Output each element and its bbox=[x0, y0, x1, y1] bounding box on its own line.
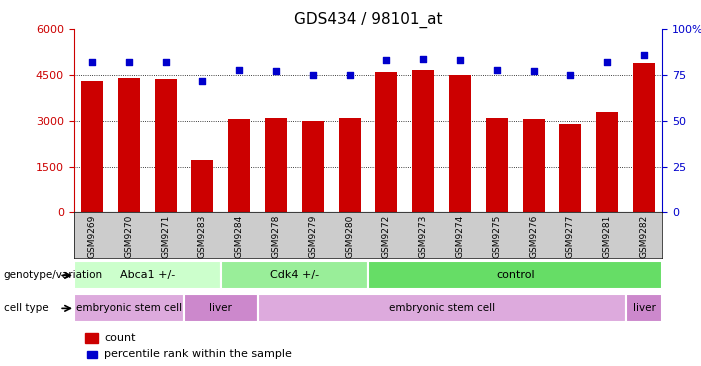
Text: liver: liver bbox=[210, 303, 232, 313]
Bar bbox=[412, 70, 434, 212]
Bar bbox=[74, 261, 221, 290]
Bar bbox=[118, 78, 139, 212]
Text: genotype/variation: genotype/variation bbox=[4, 270, 102, 280]
Point bbox=[160, 59, 171, 65]
Bar bbox=[633, 63, 655, 212]
Text: embryonic stem cell: embryonic stem cell bbox=[388, 303, 495, 313]
Point bbox=[271, 68, 282, 74]
Bar bbox=[265, 118, 287, 212]
Bar bbox=[486, 118, 508, 212]
Bar bbox=[301, 122, 324, 212]
Point bbox=[381, 57, 392, 63]
Bar bbox=[191, 160, 213, 212]
Text: GSM9276: GSM9276 bbox=[529, 214, 538, 258]
Bar bbox=[257, 294, 625, 322]
Bar bbox=[339, 118, 360, 212]
Bar bbox=[86, 333, 98, 343]
Bar bbox=[559, 124, 581, 212]
Text: GSM9273: GSM9273 bbox=[418, 214, 428, 258]
Point bbox=[491, 67, 503, 72]
Point bbox=[601, 59, 613, 65]
Point bbox=[528, 68, 539, 74]
Text: GSM9279: GSM9279 bbox=[308, 214, 318, 258]
Bar bbox=[522, 119, 545, 212]
Point bbox=[86, 59, 97, 65]
Text: Abca1 +/-: Abca1 +/- bbox=[120, 270, 175, 280]
Text: GSM9281: GSM9281 bbox=[603, 214, 612, 258]
Text: GSM9282: GSM9282 bbox=[639, 214, 648, 258]
Bar bbox=[184, 294, 257, 322]
Title: GDS434 / 98101_at: GDS434 / 98101_at bbox=[294, 12, 442, 28]
Point bbox=[123, 59, 135, 65]
Text: liver: liver bbox=[632, 303, 655, 313]
Point bbox=[565, 72, 576, 78]
Text: GSM9272: GSM9272 bbox=[382, 214, 391, 258]
Bar bbox=[368, 261, 662, 290]
Text: count: count bbox=[104, 333, 136, 343]
Text: embryonic stem cell: embryonic stem cell bbox=[76, 303, 182, 313]
Text: GSM9284: GSM9284 bbox=[235, 214, 244, 258]
Text: GSM9277: GSM9277 bbox=[566, 214, 575, 258]
Bar bbox=[221, 261, 368, 290]
Bar bbox=[625, 294, 662, 322]
Bar bbox=[86, 351, 97, 358]
Point bbox=[344, 72, 355, 78]
Bar bbox=[228, 119, 250, 212]
Text: GSM9280: GSM9280 bbox=[345, 214, 354, 258]
Bar bbox=[81, 81, 103, 212]
Bar bbox=[596, 112, 618, 212]
Text: cell type: cell type bbox=[4, 303, 48, 313]
Text: GSM9269: GSM9269 bbox=[88, 214, 97, 258]
Text: GSM9270: GSM9270 bbox=[124, 214, 133, 258]
Point bbox=[197, 78, 208, 83]
Point bbox=[454, 57, 465, 63]
Point bbox=[639, 52, 650, 58]
Text: control: control bbox=[496, 270, 535, 280]
Text: GSM9271: GSM9271 bbox=[161, 214, 170, 258]
Text: GSM9283: GSM9283 bbox=[198, 214, 207, 258]
Text: GSM9274: GSM9274 bbox=[456, 214, 465, 258]
Point bbox=[418, 56, 429, 61]
Point bbox=[233, 67, 245, 72]
Text: GSM9278: GSM9278 bbox=[271, 214, 280, 258]
Text: Cdk4 +/-: Cdk4 +/- bbox=[270, 270, 319, 280]
Point bbox=[307, 72, 318, 78]
Bar bbox=[376, 72, 397, 212]
Bar bbox=[154, 79, 177, 212]
Bar bbox=[449, 75, 471, 212]
Bar bbox=[74, 294, 184, 322]
Text: percentile rank within the sample: percentile rank within the sample bbox=[104, 349, 292, 359]
Text: GSM9275: GSM9275 bbox=[492, 214, 501, 258]
